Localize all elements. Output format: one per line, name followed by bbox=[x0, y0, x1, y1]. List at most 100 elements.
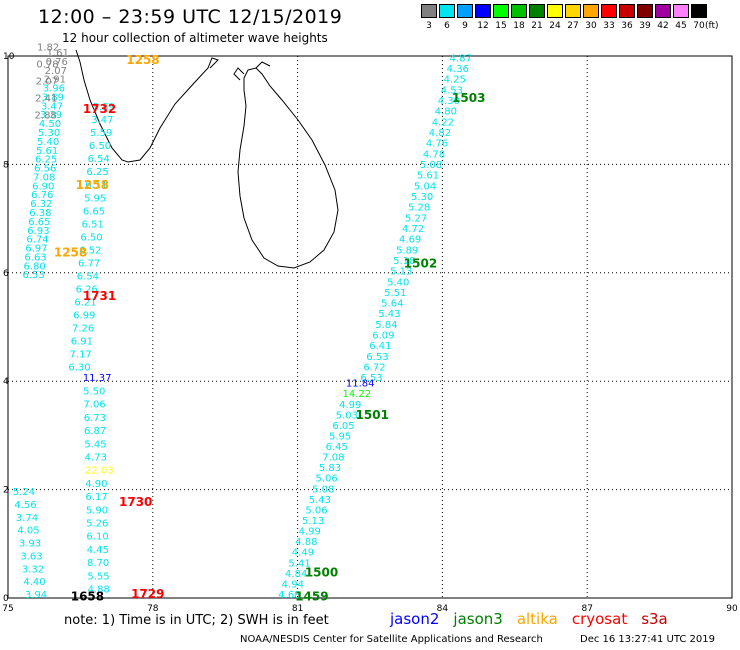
wave-height-value: 4.40 bbox=[23, 577, 45, 588]
wave-height-value: 5.59 bbox=[90, 128, 112, 139]
scale-unit: (ft) bbox=[705, 21, 719, 31]
scale-swatch bbox=[457, 4, 473, 18]
wave-height-value: 4.80 bbox=[435, 107, 457, 118]
scale-label: 45 bbox=[675, 21, 687, 31]
pass-time-label: 1729 bbox=[131, 587, 164, 601]
wave-height-value: 3.39 bbox=[40, 110, 62, 121]
wave-height-value: 5.26 bbox=[86, 519, 108, 530]
scale-label: 9 bbox=[462, 21, 468, 31]
wave-height-value: 5.08 bbox=[312, 484, 334, 495]
wave-height-value: 4.87 bbox=[450, 53, 472, 64]
wave-height-value: 5.13 bbox=[390, 267, 412, 278]
wave-height-value: 5.90 bbox=[86, 505, 108, 516]
wave-height-value: 4.94 bbox=[282, 579, 304, 590]
wave-height-value: 6.21 bbox=[74, 297, 96, 308]
wave-height-value: 6.54 bbox=[88, 154, 110, 165]
scale-swatch bbox=[565, 4, 581, 18]
wave-height-value: 7.17 bbox=[70, 349, 92, 360]
scale-label: 21 bbox=[531, 21, 543, 31]
wave-height-value: 5.51 bbox=[384, 288, 406, 299]
wave-height-value: 5.30 bbox=[411, 192, 433, 203]
wave-height-value: 4.82 bbox=[429, 128, 451, 139]
wave-height-value: 4.05 bbox=[17, 526, 39, 537]
scale-label: 3 bbox=[426, 21, 432, 31]
wave-height-value: 6.53 bbox=[366, 352, 388, 363]
pass-time-label: 1459 bbox=[295, 590, 328, 604]
wave-height-value: 4.36 bbox=[447, 64, 469, 75]
y-tick-label: 0 bbox=[3, 594, 9, 604]
wave-height-value: 6.74 bbox=[26, 235, 48, 246]
wave-height-value: 5.83 bbox=[319, 463, 341, 474]
pass-time-label: 1732 bbox=[83, 102, 116, 116]
wave-height-value: 6.11 bbox=[85, 180, 107, 191]
wave-height-value: 6.77 bbox=[78, 258, 100, 269]
wave-height-value: 6.80 bbox=[23, 261, 45, 272]
wave-height-value: 5.41 bbox=[288, 558, 310, 569]
scale-swatch bbox=[673, 4, 689, 18]
timestamp-text: Dec 16 13:27:41 UTC 2019 bbox=[580, 634, 715, 645]
wave-height-value: 5.24 bbox=[13, 487, 35, 498]
wave-height-value: 6.51 bbox=[82, 219, 104, 230]
wave-height-value: 6.72 bbox=[363, 363, 385, 374]
wave-height-value: 4.69 bbox=[399, 235, 421, 246]
scale-swatch bbox=[655, 4, 671, 18]
track-1731: 3.89 3.47 5.59 6.50 6.54 6.25 6.11 5.95 6.65 6.51… bbox=[68, 102, 114, 373]
wave-height-value: 4.84 bbox=[285, 569, 307, 580]
wave-height-value: 5.40 bbox=[387, 277, 409, 288]
wave-height-value: 7.26 bbox=[72, 323, 94, 334]
satellite-legend-item: jason3 bbox=[453, 610, 503, 628]
wave-height-value: 5.28 bbox=[408, 203, 430, 214]
axis-labels: 75 78 81 84 87 90 0 2 4 6 8 10 bbox=[2, 52, 738, 614]
x-tick-label: 78 bbox=[147, 604, 159, 614]
wave-height-value: 5.18 bbox=[393, 256, 415, 267]
scale-label: 24 bbox=[549, 21, 561, 31]
wave-height-value: 3.63 bbox=[20, 551, 42, 562]
pass-time-label: 1501 bbox=[356, 408, 389, 422]
scale-swatch bbox=[583, 4, 599, 18]
scale-swatch bbox=[439, 4, 455, 18]
wave-height-value: 4.56 bbox=[14, 500, 36, 511]
wave-height-value: 6.99 bbox=[73, 310, 95, 321]
wave-height-value: 3.74 bbox=[16, 513, 38, 524]
wave-height-value: 6.25 bbox=[86, 167, 108, 178]
wave-height-value: 4.50 bbox=[39, 119, 61, 130]
wave-height-value: 5.95 bbox=[329, 431, 351, 442]
wave-height-value: 0.76 bbox=[46, 57, 68, 68]
wave-height-value: 4.76 bbox=[426, 139, 448, 150]
jaffna-detail bbox=[233, 61, 271, 81]
altimeter-tracks: 1.610.762.072.913.963.893.473.394.505.30… bbox=[13, 43, 472, 601]
scale-label: 15 bbox=[495, 21, 507, 31]
scale-swatch bbox=[637, 4, 653, 18]
wave-height-value: 1.82 bbox=[37, 43, 59, 54]
wave-height-value: 5.89 bbox=[396, 245, 418, 256]
plot-frame bbox=[7, 55, 733, 599]
wave-height-value: 4.45 bbox=[87, 545, 109, 556]
satellite-legend-item: s3a bbox=[641, 610, 668, 628]
grid-lines bbox=[7, 55, 733, 599]
wave-height-value: 6.93 bbox=[27, 226, 49, 237]
scale-label: 27 bbox=[567, 21, 579, 31]
satellite-legend: jason2 jason3 altika cryosat s3a bbox=[390, 610, 682, 628]
pass-time-label: 1500 bbox=[305, 565, 338, 579]
pass-time-label: 1502 bbox=[404, 256, 437, 270]
wave-height-value: 5.61 bbox=[417, 171, 439, 182]
wave-height-value: 4.53 bbox=[441, 85, 463, 96]
wave-height-value: 8.70 bbox=[87, 558, 109, 569]
wave-height-value: 6.38 bbox=[29, 208, 51, 219]
scale-swatch bbox=[619, 4, 635, 18]
wave-height-value: 6.25 bbox=[35, 155, 57, 166]
wave-height-value: 3.47 bbox=[41, 101, 63, 112]
scale-label: 39 bbox=[639, 21, 651, 31]
wave-height-value: 5.27 bbox=[405, 213, 427, 224]
scale-swatch bbox=[529, 4, 545, 18]
scale-swatch bbox=[511, 4, 527, 18]
track-1258-1732: 1.610.762.072.913.963.893.473.394.505.30… bbox=[22, 48, 68, 281]
wave-height-value: 6.10 bbox=[86, 532, 108, 543]
scale-label: 6 bbox=[444, 21, 450, 31]
wave-height-value: 5.64 bbox=[381, 299, 403, 310]
wave-height-value: 7.06 bbox=[83, 400, 105, 411]
wave-height-value: 5.04 bbox=[414, 181, 436, 192]
wave-height-value: 0.78 bbox=[36, 60, 58, 71]
wave-height-value: 5.06 bbox=[305, 505, 327, 516]
